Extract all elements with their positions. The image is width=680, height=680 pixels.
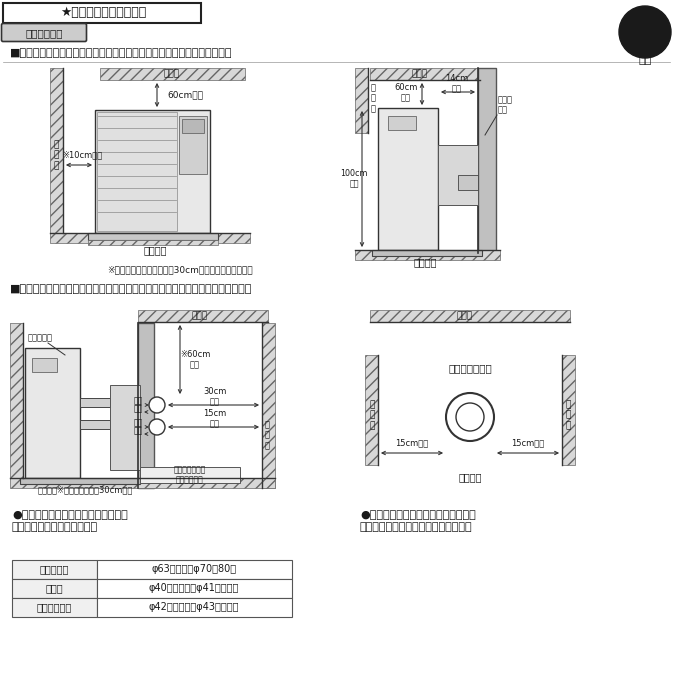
Text: 15cm以上: 15cm以上 xyxy=(511,439,545,447)
Bar xyxy=(378,108,438,250)
Text: 60cm
以上: 60cm 以上 xyxy=(394,83,418,103)
Bar xyxy=(478,68,496,253)
Text: （側面）※不燃材の場合は30cm以上: （側面）※不燃材の場合は30cm以上 xyxy=(37,486,133,494)
Circle shape xyxy=(619,6,671,58)
Text: 15cm以上: 15cm以上 xyxy=(395,439,428,447)
Text: 給気: 給気 xyxy=(134,426,143,435)
Text: 可
燃
物: 可 燃 物 xyxy=(53,140,58,170)
FancyBboxPatch shape xyxy=(1,24,86,41)
Bar xyxy=(95,110,210,233)
Bar xyxy=(438,145,478,205)
Text: ★可燃物との距離を離す: ★可燃物との距離を離す xyxy=(60,7,146,20)
Text: ■給排気筒トップから周囲の可燃物までの離隔距離は図のようにしてください。: ■給排気筒トップから周囲の可燃物までの離隔距離は図のようにしてください。 xyxy=(10,284,252,294)
Bar xyxy=(10,478,275,488)
Bar xyxy=(12,598,97,617)
Text: !: ! xyxy=(639,14,651,42)
Circle shape xyxy=(149,419,165,435)
Bar xyxy=(372,250,482,256)
Text: 排気: 排気 xyxy=(134,405,143,413)
Text: 可燃物: 可燃物 xyxy=(164,69,180,78)
Text: φ63（壁稴径φ70～80）: φ63（壁稴径φ70～80） xyxy=(152,564,237,574)
Bar xyxy=(182,119,204,133)
Text: （正面）: （正面） xyxy=(458,472,481,482)
Text: ■ストーブから周囲の可燃物までの離隔距離は図のようにしてください。: ■ストーブから周囲の可燃物までの離隔距離は図のようにしてください。 xyxy=(10,48,233,58)
Bar xyxy=(478,68,496,253)
Bar xyxy=(80,398,110,407)
Bar xyxy=(458,175,478,190)
Text: （正面）: （正面） xyxy=(143,245,167,255)
Bar xyxy=(12,579,97,598)
Text: 可
燃
物: 可 燃 物 xyxy=(265,420,269,450)
Bar xyxy=(20,478,140,484)
Text: 壁固定
金具: 壁固定 金具 xyxy=(498,95,513,115)
Bar xyxy=(3,3,201,23)
Bar xyxy=(80,420,110,429)
Bar xyxy=(97,112,177,231)
Text: 排気筒: 排気筒 xyxy=(45,583,63,593)
Text: 60cm以上: 60cm以上 xyxy=(167,90,203,99)
Bar xyxy=(179,116,207,174)
Text: 標準据付け例: 標準据付け例 xyxy=(25,28,63,38)
Text: 可燃物: 可燃物 xyxy=(457,311,473,320)
Bar xyxy=(25,348,80,478)
Bar xyxy=(88,240,218,245)
Bar xyxy=(355,68,368,133)
Bar xyxy=(355,250,500,260)
Text: 可燃物: 可燃物 xyxy=(192,311,208,320)
Text: 距離: 距離 xyxy=(639,55,651,65)
Bar xyxy=(50,68,63,233)
Text: 給排気筒径: 給排気筒径 xyxy=(39,564,69,574)
Bar xyxy=(562,355,575,465)
Bar xyxy=(88,233,218,240)
Text: 可
燃
物: 可 燃 物 xyxy=(565,400,571,430)
Text: ※10cm以上: ※10cm以上 xyxy=(62,150,102,160)
Bar xyxy=(50,233,250,243)
Bar xyxy=(370,68,480,80)
Text: φ40（内径）・φ41（外径）: φ40（内径）・φ41（外径） xyxy=(149,583,239,593)
Text: 給気筒接続口: 給気筒接続口 xyxy=(36,602,71,612)
Bar xyxy=(97,579,292,598)
Text: 14cm
以上: 14cm 以上 xyxy=(445,74,469,94)
Text: 給気: 給気 xyxy=(134,396,143,405)
Bar xyxy=(370,310,570,322)
Text: ※60cm
以上: ※60cm 以上 xyxy=(180,350,210,370)
Bar xyxy=(138,310,268,322)
Text: 可
燃
物: 可 燃 物 xyxy=(371,83,375,113)
Text: ※保守点検のために片側は30cm以上置してください。: ※保守点検のために片側は30cm以上置してください。 xyxy=(107,265,253,275)
Circle shape xyxy=(456,403,484,431)
Circle shape xyxy=(149,397,165,413)
Bar xyxy=(97,560,292,579)
Bar xyxy=(100,68,245,80)
Text: φ42（内径）・φ43（外径）: φ42（内径）・φ43（外径） xyxy=(149,602,239,612)
Text: ●ストーブは、ストーブに附属された
　置台の上に据付けること。: ●ストーブは、ストーブに附属された 置台の上に据付けること。 xyxy=(12,510,128,532)
Bar xyxy=(110,385,140,470)
Circle shape xyxy=(446,393,494,441)
Bar xyxy=(97,598,292,617)
Text: ●給排気筒トップは上方および両側に
　気流を阻止する障害物がないこと。: ●給排気筒トップは上方および両側に 気流を阻止する障害物がないこと。 xyxy=(360,510,476,532)
Bar xyxy=(388,116,416,130)
Bar xyxy=(10,323,23,478)
Text: 可燃物・地面・
スラブ面など: 可燃物・地面・ スラブ面など xyxy=(174,465,206,485)
Bar xyxy=(138,323,154,488)
Text: （側面）: （側面） xyxy=(413,257,437,267)
Text: 100cm
以上: 100cm 以上 xyxy=(340,169,368,188)
Bar xyxy=(365,355,378,465)
Text: 可
燃
物: 可 燃 物 xyxy=(369,400,375,430)
Bar xyxy=(262,323,275,488)
Text: 壁固定金具: 壁固定金具 xyxy=(27,333,52,343)
Text: 30cm
以上: 30cm 以上 xyxy=(203,388,226,407)
Bar xyxy=(32,358,57,372)
Text: 可燃物: 可燃物 xyxy=(412,69,428,78)
Text: 15cm
以上: 15cm 以上 xyxy=(203,409,226,428)
Text: 給排気筒トップ: 給排気筒トップ xyxy=(448,363,492,373)
Bar xyxy=(140,467,240,483)
Text: 排気: 排気 xyxy=(134,418,143,428)
Bar xyxy=(12,560,97,579)
